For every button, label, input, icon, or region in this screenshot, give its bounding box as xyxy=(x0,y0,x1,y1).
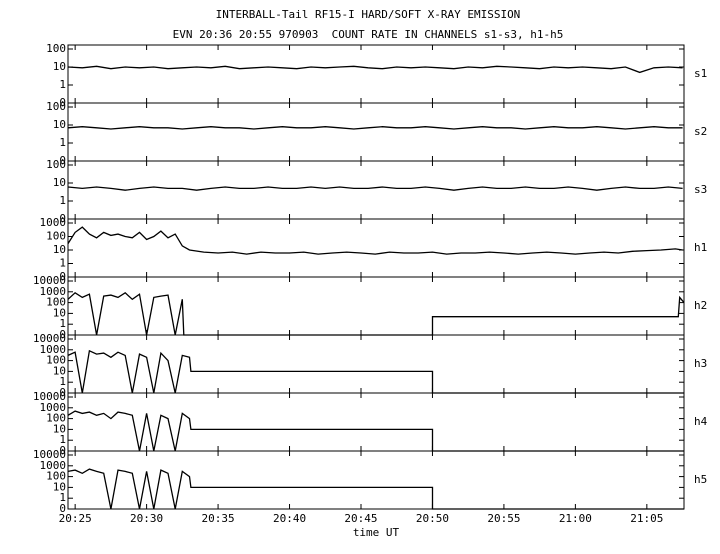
data-line xyxy=(67,186,683,191)
y-tick-label: 100 xyxy=(46,158,66,171)
x-tick-label: 21:00 xyxy=(559,512,592,525)
y-tick-label: 10 xyxy=(53,422,66,435)
y-tick-label: 0 xyxy=(59,502,66,515)
panel-label: s2 xyxy=(694,125,707,138)
y-tick-label: 10000 xyxy=(33,448,66,461)
chart-subtitle: EVN 20:36 20:55 970903 COUNT RATE IN CHA… xyxy=(173,28,564,41)
y-tick-label: 100 xyxy=(46,354,66,367)
y-tick-label: 10 xyxy=(53,306,66,319)
y-tick-label: 0 xyxy=(59,96,66,109)
y-tick-label: 1 xyxy=(59,491,66,504)
data-line xyxy=(67,226,683,255)
x-tick-label: 20:25 xyxy=(59,512,92,525)
y-tick-label: 1000 xyxy=(40,459,67,472)
data-line xyxy=(67,65,683,74)
x-axis-title: time UT xyxy=(353,526,400,539)
y-tick-label: 100 xyxy=(46,42,66,55)
y-tick-label: 100 xyxy=(46,296,66,309)
data-line xyxy=(67,410,684,452)
x-tick-label: 21:05 xyxy=(630,512,663,525)
panel-label: h5 xyxy=(694,473,707,486)
y-tick-label: 10 xyxy=(53,176,66,189)
y-tick-label: 1 xyxy=(59,78,66,91)
y-tick-label: 1 xyxy=(59,375,66,388)
y-tick-label: 0 xyxy=(59,154,66,167)
x-tick-label: 20:45 xyxy=(344,512,377,525)
x-tick-label: 20:35 xyxy=(202,512,235,525)
x-tick-label: 20:30 xyxy=(130,512,163,525)
y-tick-label: 10 xyxy=(53,243,66,256)
y-tick-label: 1 xyxy=(59,317,66,330)
y-tick-label: 10000 xyxy=(33,332,66,345)
y-tick-label: 10 xyxy=(53,364,66,377)
y-tick-label: 1 xyxy=(59,136,66,149)
y-tick-label: 10 xyxy=(53,118,66,131)
y-tick-label: 1 xyxy=(59,257,66,270)
y-tick-label: 1000 xyxy=(40,285,67,298)
y-tick-label: 10000 xyxy=(33,390,66,403)
y-tick-label: 0 xyxy=(59,270,66,283)
y-tick-label: 0 xyxy=(59,328,66,341)
x-tick-label: 20:40 xyxy=(273,512,306,525)
x-tick-label: 20:55 xyxy=(487,512,520,525)
y-tick-label: 0 xyxy=(59,212,66,225)
panel-label: h1 xyxy=(694,241,707,254)
y-tick-label: 100 xyxy=(46,100,66,113)
y-tick-label: 1 xyxy=(59,433,66,446)
y-tick-label: 1 xyxy=(59,194,66,207)
y-tick-label: 1000 xyxy=(40,401,67,414)
y-tick-label: 10 xyxy=(53,480,66,493)
data-line xyxy=(67,349,684,394)
y-tick-label: 100 xyxy=(46,412,66,425)
y-tick-label: 100 xyxy=(46,470,66,483)
y-tick-label: 10000 xyxy=(33,274,66,287)
data-line xyxy=(67,126,683,130)
panel-label: h4 xyxy=(694,415,708,428)
x-tick-label: 20:50 xyxy=(416,512,449,525)
panel-label: s3 xyxy=(694,183,707,196)
y-tick-label: 10 xyxy=(53,60,66,73)
data-line xyxy=(67,468,684,510)
panel-label: h3 xyxy=(694,357,707,370)
panel-label: h2 xyxy=(694,299,707,312)
y-tick-label: 0 xyxy=(59,386,66,399)
y-tick-label: 1000 xyxy=(40,343,67,356)
panel-label: s1 xyxy=(694,67,707,80)
chart-title: INTERBALL-Tail RF15-I HARD/SOFT X-RAY EM… xyxy=(216,8,521,21)
panel-frame xyxy=(67,450,685,510)
y-tick-label: 1000 xyxy=(40,216,67,229)
y-tick-label: 0 xyxy=(59,444,66,457)
y-tick-label: 100 xyxy=(46,230,66,243)
